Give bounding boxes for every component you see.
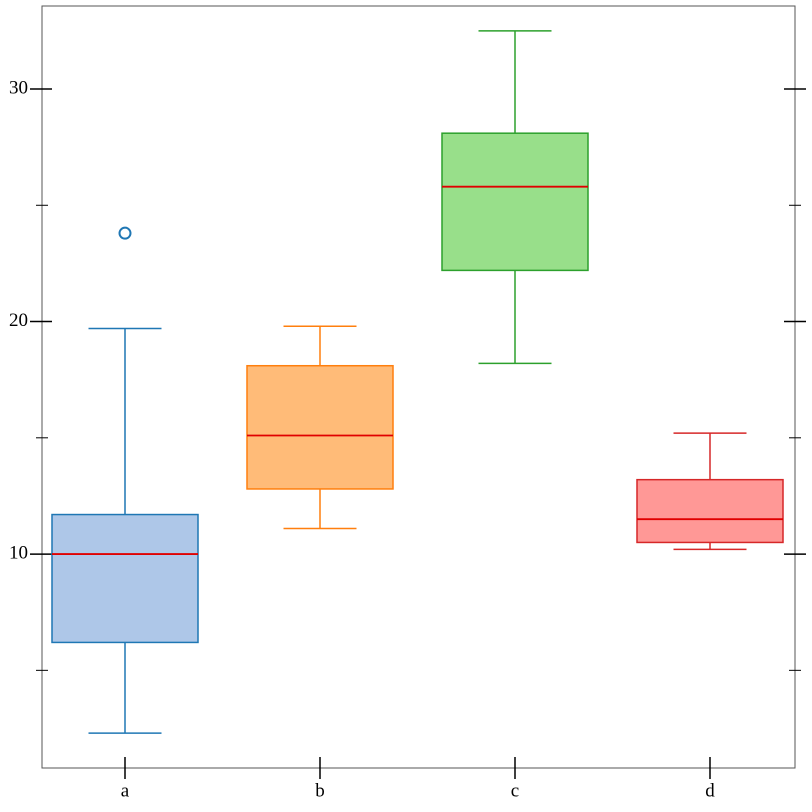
x-tick-label: d [705,780,715,801]
x-tick-label: a [121,780,130,801]
plot-frame [41,5,796,769]
y-tick-label: 20 [9,310,28,331]
y-tick-label: 30 [9,77,28,98]
box [246,364,394,490]
flier [118,226,132,240]
box [636,478,784,544]
box [51,513,199,644]
box [441,132,589,272]
x-tick-label: b [315,780,325,801]
x-tick-label: c [511,780,519,801]
y-tick-label: 10 [9,542,28,563]
